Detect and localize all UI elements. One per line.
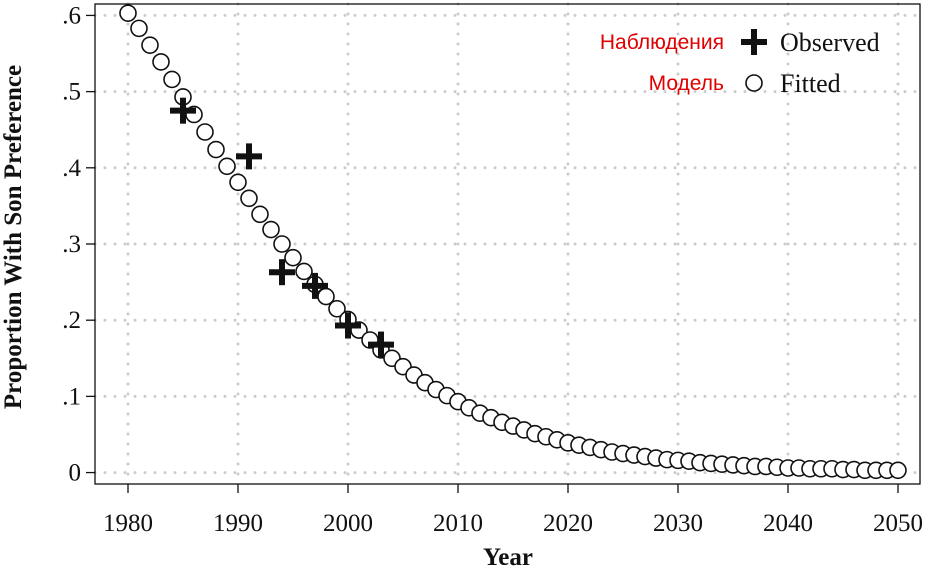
x-tick-label: 2010 xyxy=(433,510,483,537)
observed-point xyxy=(335,312,361,339)
fitted-point xyxy=(328,299,346,318)
observed-point xyxy=(368,331,394,358)
x-tick-label: 2020 xyxy=(543,510,593,537)
observed-point xyxy=(236,143,262,170)
x-tick-label: 1980 xyxy=(103,510,153,537)
x-tick-label: 2040 xyxy=(763,510,813,537)
y-tick-label: .6 xyxy=(62,2,81,29)
fitted-point xyxy=(284,248,302,267)
fitted-point xyxy=(229,173,247,192)
legend: Наблюдения Observed Модель Fitted xyxy=(600,28,880,98)
fitted-point xyxy=(119,4,137,22)
observed-point xyxy=(269,259,295,286)
y-axis-label: Proportion With Son Preference xyxy=(0,65,27,409)
y-tick-label: .3 xyxy=(62,231,81,258)
fitted-point xyxy=(240,189,258,208)
fitted-point xyxy=(141,36,159,54)
fitted-point xyxy=(251,205,269,224)
fitted-point xyxy=(295,262,313,281)
legend-label: Observed xyxy=(780,28,880,57)
x-tick-label: 1990 xyxy=(213,510,263,537)
legend-annotation: Наблюдения xyxy=(600,31,724,54)
x-tick-label: 2050 xyxy=(873,510,923,537)
fitted-point xyxy=(196,123,214,141)
fitted-point xyxy=(889,461,907,480)
y-tick-label: 0 xyxy=(69,460,82,487)
fitted-point xyxy=(163,70,181,89)
y-tick-label: .4 xyxy=(62,155,81,182)
grid xyxy=(93,2,922,486)
observed-series xyxy=(170,97,394,358)
fitted-point xyxy=(207,140,225,159)
x-tick-label: 2030 xyxy=(653,510,703,537)
legend-circle-symbol xyxy=(745,74,763,92)
fitted-series xyxy=(119,4,907,480)
y-tick-label: .5 xyxy=(62,79,81,106)
legend-label: Fitted xyxy=(780,69,841,98)
y-tick-label: .1 xyxy=(62,383,81,410)
fitted-point xyxy=(152,53,170,71)
x-tick-label: 2000 xyxy=(323,510,373,537)
observed-point xyxy=(302,272,328,299)
fitted-point xyxy=(262,220,280,239)
observed-point xyxy=(170,97,196,124)
y-tick-label: .2 xyxy=(62,307,81,334)
legend-plus-symbol xyxy=(741,29,767,55)
fitted-point xyxy=(273,235,291,253)
legend-annotation: Модель xyxy=(649,72,724,95)
fitted-point xyxy=(130,19,148,38)
axes: 1980 1990 2000 2010 2020 2030 2040 2050 0 .1 .2 .3.… xyxy=(62,2,923,537)
fitted-point xyxy=(218,157,236,176)
x-axis-label: Year xyxy=(483,544,533,569)
